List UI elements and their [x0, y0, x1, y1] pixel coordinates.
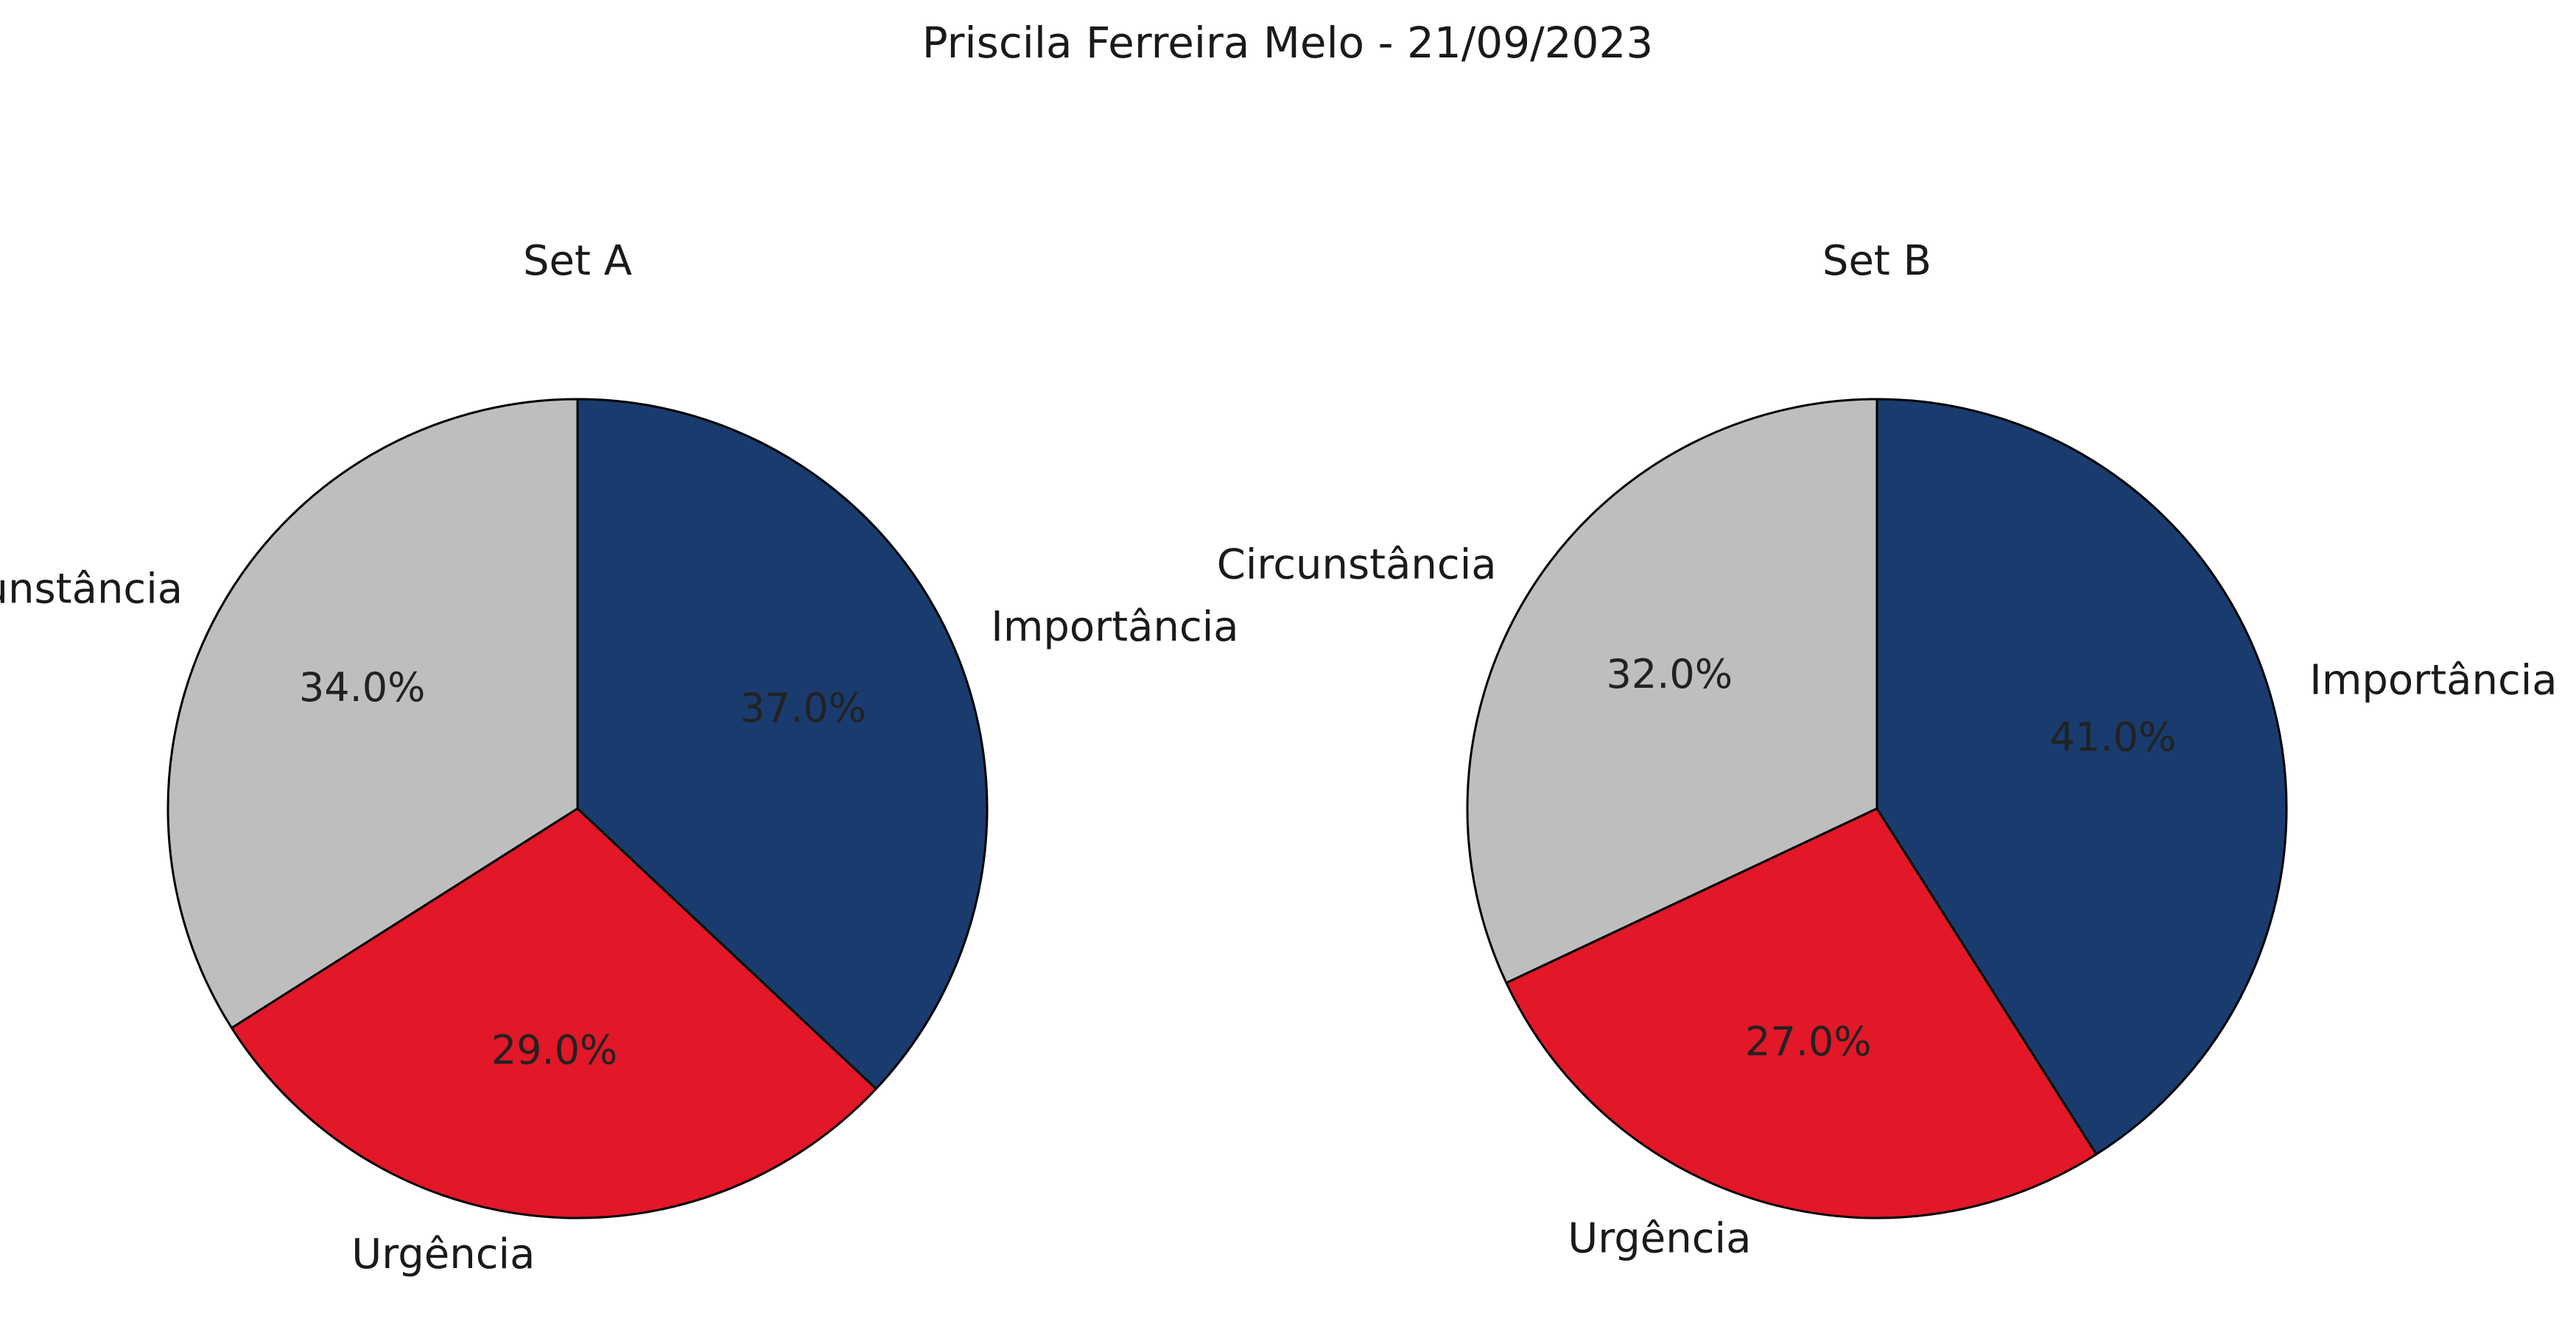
slice-percent-importancia: 37.0%	[740, 685, 866, 731]
figure-title: Priscila Ferreira Melo - 21/09/2023	[922, 18, 1654, 68]
pie-slice-circunstancia	[166, 398, 579, 1029]
charts-layer: Set A Circunstância 34.0% Urgência 29.0% Impo…	[0, 237, 2558, 1278]
pie-chart-set-b: Set B Circunstância 32.0% Urgência 27.0% Impo…	[1217, 237, 2558, 1262]
pie-title: Set B	[1822, 237, 1931, 285]
slice-percent-importancia: 41.0%	[2050, 714, 2177, 761]
pie-slice-importancia	[576, 398, 989, 1091]
slice-label-urgencia: Urgência	[1568, 1214, 1751, 1262]
slice-label-importancia: Importância	[991, 603, 1238, 651]
pie-slice-urgencia	[1505, 807, 2098, 1219]
pie-slice-circunstancia	[1466, 398, 1878, 985]
pie-title: Set A	[523, 237, 632, 285]
slice-label-circunstancia: Circunstância	[0, 566, 183, 613]
slice-label-circunstancia: Circunstância	[1217, 541, 1497, 588]
slice-percent-circunstancia: 32.0%	[1607, 651, 1733, 697]
pie-slice-urgencia	[231, 807, 877, 1219]
pie-chart-set-a: Set A Circunstância 34.0% Urgência 29.0% Impo…	[0, 237, 1239, 1278]
slice-percent-urgencia: 29.0%	[491, 1027, 618, 1074]
slice-percent-circunstancia: 34.0%	[299, 664, 426, 711]
slice-label-importancia: Importância	[2309, 657, 2557, 705]
slice-percent-urgencia: 27.0%	[1745, 1018, 1872, 1065]
slice-label-urgencia: Urgência	[351, 1231, 535, 1278]
pie-slice-importancia	[1875, 398, 2288, 1155]
